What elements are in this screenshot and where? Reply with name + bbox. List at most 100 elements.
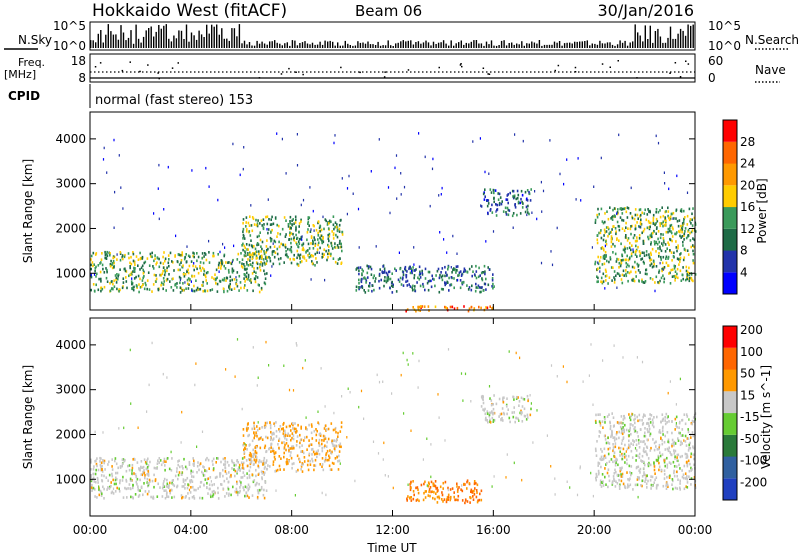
range-cell bbox=[146, 473, 148, 476]
noise-panel: N.Sky 10^5 10^0 10^5 10^0 N.Search bbox=[4, 19, 799, 53]
range-cell bbox=[408, 283, 410, 286]
range-cell bbox=[677, 478, 679, 481]
range-cell bbox=[116, 287, 118, 291]
range-cell bbox=[121, 462, 124, 465]
noise-bar bbox=[364, 43, 367, 48]
range-cell bbox=[210, 495, 212, 499]
range-cell bbox=[437, 489, 439, 492]
range-cell bbox=[423, 491, 425, 495]
range-cell bbox=[141, 466, 144, 469]
range-cell bbox=[473, 493, 476, 496]
range-cell bbox=[160, 283, 162, 287]
range-cell bbox=[242, 486, 244, 489]
range-cell bbox=[331, 230, 333, 233]
range-cell bbox=[144, 260, 147, 264]
noise-bar bbox=[579, 41, 581, 48]
range-cell bbox=[244, 485, 247, 489]
range-cell bbox=[540, 261, 543, 265]
range-cell bbox=[412, 266, 414, 269]
range-cell bbox=[463, 482, 465, 486]
range-cell bbox=[131, 495, 134, 499]
range-cell bbox=[650, 232, 653, 235]
range-cell bbox=[118, 487, 120, 491]
range-cell bbox=[640, 440, 642, 443]
range-cell bbox=[689, 441, 691, 445]
y-tick-label: 3000 bbox=[55, 383, 86, 397]
range-cell bbox=[648, 221, 651, 224]
range-cell bbox=[290, 232, 293, 235]
range-cell bbox=[318, 422, 320, 426]
range-cell bbox=[692, 279, 694, 283]
range-cell bbox=[298, 230, 300, 234]
range-cell bbox=[132, 486, 134, 490]
freq-dot bbox=[94, 66, 97, 68]
range-cell bbox=[420, 483, 423, 487]
range-cell bbox=[446, 274, 448, 277]
range-cell bbox=[619, 274, 621, 277]
range-cell bbox=[637, 438, 640, 442]
range-cell bbox=[255, 257, 258, 260]
range-cell bbox=[141, 257, 144, 260]
range-cell bbox=[463, 270, 465, 273]
range-cell bbox=[218, 270, 220, 273]
noise-bar bbox=[170, 41, 173, 48]
range-cell bbox=[212, 463, 214, 466]
range-cell bbox=[264, 263, 266, 266]
colorbar-swatch bbox=[723, 326, 737, 348]
range-cell bbox=[644, 480, 646, 483]
range-cell bbox=[257, 421, 259, 424]
range-cell bbox=[326, 440, 328, 444]
range-cell bbox=[306, 435, 308, 439]
range-cell bbox=[660, 255, 662, 259]
range-cell bbox=[134, 263, 136, 266]
range-cell bbox=[254, 247, 257, 251]
range-cell bbox=[261, 264, 264, 267]
range-cell bbox=[94, 430, 96, 434]
range-cell bbox=[627, 279, 629, 283]
range-cell bbox=[684, 216, 686, 219]
range-cell bbox=[253, 421, 255, 425]
range-cell bbox=[679, 479, 681, 483]
freq-dot bbox=[340, 66, 342, 69]
range-cell bbox=[378, 274, 381, 277]
range-cell bbox=[446, 307, 448, 310]
range-cell bbox=[112, 492, 115, 495]
range-cell bbox=[303, 255, 305, 258]
range-cell bbox=[304, 436, 306, 439]
range-cell bbox=[690, 469, 692, 472]
range-cell bbox=[630, 472, 633, 475]
range-cell bbox=[597, 469, 600, 473]
noise-bar bbox=[692, 24, 694, 48]
range-cell bbox=[102, 158, 105, 161]
noise-bar bbox=[445, 43, 447, 48]
noise-bar bbox=[541, 45, 543, 48]
range-cell bbox=[686, 214, 689, 218]
range-cell bbox=[435, 487, 437, 490]
range-cell bbox=[632, 424, 634, 427]
range-cell bbox=[133, 260, 136, 264]
range-cell bbox=[270, 436, 272, 440]
range-cell bbox=[165, 289, 167, 292]
range-cell bbox=[523, 398, 526, 401]
range-cell bbox=[287, 223, 290, 226]
range-cell bbox=[667, 415, 669, 418]
range-cell bbox=[133, 472, 135, 475]
range-cell bbox=[410, 267, 412, 270]
range-cell bbox=[676, 231, 678, 234]
range-cell bbox=[337, 431, 339, 435]
range-cell bbox=[619, 450, 621, 454]
range-cell bbox=[651, 247, 654, 251]
range-cell bbox=[162, 283, 165, 286]
range-cell bbox=[399, 276, 402, 280]
range-cell bbox=[444, 265, 446, 269]
range-cell bbox=[232, 142, 234, 146]
noise-left-label: N.Sky bbox=[18, 33, 52, 47]
range-cell bbox=[607, 452, 610, 456]
range-cell bbox=[456, 265, 459, 268]
range-cell bbox=[686, 249, 689, 252]
y-tick-label: 1000 bbox=[55, 266, 86, 280]
power-colorbar-label: Power [dB] bbox=[755, 178, 769, 243]
range-cell bbox=[111, 468, 114, 471]
range-cell bbox=[300, 468, 302, 471]
range-cell bbox=[512, 212, 515, 215]
